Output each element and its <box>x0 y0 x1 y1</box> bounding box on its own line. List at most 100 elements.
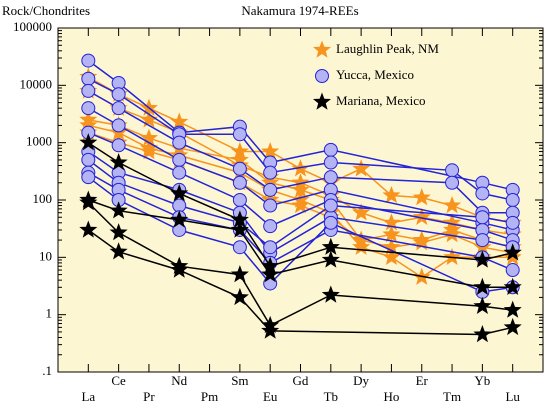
star-marker <box>352 237 371 255</box>
sample-line <box>87 59 513 191</box>
star-marker <box>230 210 249 228</box>
x-tick-label: Pm <box>201 389 218 404</box>
circle-marker <box>81 101 96 116</box>
circle-marker <box>111 101 126 116</box>
y-tick-label: 1 <box>46 306 53 321</box>
x-tick-label: Tm <box>443 389 461 404</box>
legend-marker <box>312 40 332 58</box>
x-tick-label: Ce <box>111 373 126 388</box>
star-marker <box>473 325 492 343</box>
y-axis-label: Rock/Chondrites <box>2 3 90 18</box>
circle-marker <box>81 83 96 98</box>
star-marker <box>352 230 371 248</box>
y-tick-label: .1 <box>42 363 52 378</box>
star-marker <box>261 142 280 160</box>
circle-marker <box>475 186 490 201</box>
sample-line <box>87 150 513 254</box>
circle-marker <box>263 165 278 180</box>
circle-marker <box>232 193 247 207</box>
sample-line <box>88 131 513 254</box>
star-marker <box>443 247 462 266</box>
x-tick-label: Ho <box>383 389 399 404</box>
legend-label: Mariana, Mexico <box>336 93 426 108</box>
circle-marker <box>323 215 338 230</box>
circle-marker <box>263 240 278 255</box>
star-marker <box>321 285 340 303</box>
star-marker <box>473 250 492 268</box>
x-tick-label: La <box>81 389 95 404</box>
star-marker <box>230 265 249 283</box>
x-tick-label: Gd <box>293 373 309 388</box>
y-tick-label: 1000 <box>26 134 52 149</box>
star-marker <box>291 180 310 198</box>
circle-marker <box>111 118 126 133</box>
circle-marker <box>505 193 520 207</box>
star-marker <box>503 277 522 295</box>
star-marker <box>412 188 431 206</box>
sample-line <box>87 171 513 271</box>
circle-marker <box>323 142 338 157</box>
y-tick-label: 10 <box>39 248 52 263</box>
circle-marker <box>263 182 278 197</box>
star-marker <box>170 112 189 130</box>
y-tick-label: 100 <box>33 191 53 206</box>
star-marker <box>443 225 462 243</box>
star-marker <box>352 203 371 221</box>
star-marker <box>443 196 462 214</box>
star-marker <box>170 260 189 278</box>
circle-marker <box>172 165 187 180</box>
circle-marker <box>323 170 338 185</box>
star-marker <box>382 225 401 243</box>
x-tick-label: Nd <box>171 373 187 388</box>
y-tick-label: 10000 <box>20 76 53 91</box>
circle-marker <box>505 215 520 230</box>
circle-marker <box>232 175 247 190</box>
star-marker <box>503 300 522 318</box>
star-marker <box>79 133 98 151</box>
star-marker <box>291 196 310 214</box>
star-marker <box>139 110 158 128</box>
star-marker <box>109 223 128 241</box>
y-tick-label: 100000 <box>13 19 52 34</box>
star-marker <box>503 317 522 336</box>
star-marker <box>321 237 340 255</box>
circle-marker <box>172 198 187 213</box>
sample-line <box>87 176 513 293</box>
circle-marker <box>81 71 96 86</box>
x-tick-label: Er <box>416 373 429 388</box>
star-marker <box>382 213 401 231</box>
star-marker <box>230 287 249 306</box>
star-marker <box>109 153 128 171</box>
circle-marker <box>263 219 278 234</box>
circle-marker <box>475 233 490 248</box>
circle-marker <box>172 152 187 167</box>
x-tick-label: Lu <box>505 389 520 404</box>
circle-marker <box>81 170 96 185</box>
x-tick-label: Yb <box>474 373 490 388</box>
circle-marker <box>111 138 126 153</box>
star-marker <box>79 220 98 238</box>
star-marker <box>109 242 128 260</box>
star-marker <box>170 210 189 228</box>
x-tick-label: Eu <box>263 389 278 404</box>
star-marker <box>382 185 401 204</box>
circle-marker <box>111 87 126 102</box>
sample-line <box>87 107 513 231</box>
circle-marker <box>232 161 247 176</box>
circle-marker <box>323 155 338 170</box>
star-marker <box>109 201 128 219</box>
star-marker <box>79 193 98 211</box>
circle-marker <box>445 163 460 178</box>
circle-marker <box>172 135 187 150</box>
star-marker <box>321 250 340 268</box>
star-marker <box>230 150 249 168</box>
circle-marker <box>232 240 247 255</box>
star-marker <box>139 128 158 146</box>
legend-label: Laughlin Peak, NM <box>336 41 439 56</box>
sample-line <box>87 142 513 268</box>
x-tick-label: Sm <box>231 373 248 388</box>
sample-line <box>87 202 513 327</box>
legend-marker <box>312 92 332 110</box>
star-marker <box>473 296 492 314</box>
